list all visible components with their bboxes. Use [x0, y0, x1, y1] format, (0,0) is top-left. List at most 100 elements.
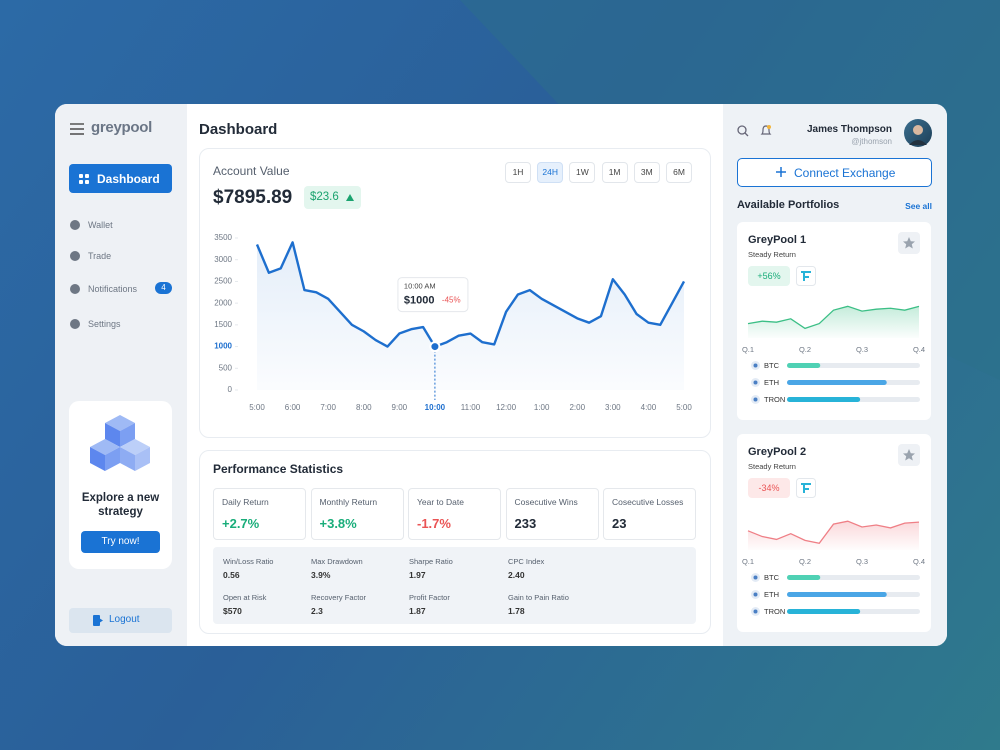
stat-value: 23	[612, 516, 627, 531]
detail-value: 0.56	[223, 570, 240, 580]
range-button[interactable]: 1W	[569, 162, 596, 183]
x-tick-label: 7:00	[320, 403, 336, 412]
portfolio-change: +56%	[748, 266, 790, 286]
asset-icon-dot	[753, 609, 758, 614]
area	[748, 521, 919, 550]
up-arrow	[346, 194, 354, 201]
avatar[interactable]	[904, 119, 932, 147]
stat-label: Cosecutive Wins	[514, 497, 578, 507]
x-tick-label: 9:00	[392, 403, 408, 412]
asset-icon	[751, 590, 760, 599]
menu-icon[interactable]	[69, 122, 85, 136]
y-tick-label: 1500	[214, 320, 232, 329]
portfolio-subtitle: Steady Return	[748, 462, 796, 471]
account-chart: 0 500 1000 1500 2000 2500 3000 3500 5:00 6:00 7:00…	[214, 233, 692, 412]
nav-label[interactable]: Notifications	[88, 284, 138, 294]
nav-icon-part	[85, 174, 89, 178]
account-label: Account Value	[213, 164, 290, 178]
line	[747, 520, 920, 544]
logout-icon	[93, 615, 103, 626]
y-tick-label: 2000	[214, 298, 232, 307]
asset-track	[787, 575, 920, 580]
detail-value: $570	[223, 606, 242, 616]
detail-value: 3.9%	[311, 570, 331, 580]
nav-icon-shape	[70, 251, 80, 261]
promo-button[interactable]: Try now!	[81, 531, 160, 553]
tooltip-change: -45%	[442, 296, 461, 305]
app-window: greypool Explore a new strategy Try now!…	[55, 104, 947, 646]
star	[903, 449, 915, 461]
range-button[interactable]: 6M	[666, 162, 692, 183]
asset-share	[787, 609, 861, 614]
portfolio-card[interactable]: GreyPool 2 Steady Return -34% Q.1 Q.2 Q.3 Q.4 B…	[737, 434, 931, 632]
stat-card: Monthly Return +3.8%	[310, 488, 404, 540]
x-tick-label: 3:00	[605, 403, 621, 412]
asset-icon	[751, 607, 760, 616]
asset-share	[787, 363, 821, 368]
plus-icon	[776, 167, 786, 177]
logout-button[interactable]: Logout	[69, 608, 172, 633]
nav-icon	[70, 319, 80, 329]
y-tick-label: 0	[228, 385, 233, 394]
asset-icon-dot	[753, 363, 758, 368]
range-button[interactable]: 1H	[505, 162, 531, 183]
stat-card: Cosecutive Wins 233	[505, 488, 599, 540]
star-button[interactable]	[898, 232, 920, 254]
asset-bar	[787, 609, 920, 614]
asset-share	[787, 575, 821, 580]
asset-name: ETH	[764, 378, 779, 387]
x-tick-label: Q.1	[742, 345, 754, 354]
stat-label: Daily Return	[222, 497, 269, 507]
nav-icon-shape	[70, 284, 80, 294]
search-icon[interactable]	[737, 125, 749, 137]
see-all-link[interactable]: See all	[905, 201, 932, 211]
x-tick-label: 5:00	[676, 403, 692, 412]
star	[903, 237, 915, 249]
nav-label[interactable]: Settings	[88, 319, 121, 329]
range-button[interactable]: 3M	[633, 162, 660, 183]
portfolio-card[interactable]: GreyPool 1 Steady Return +56% Q.1 Q.2 Q.3 Q.4 B…	[737, 222, 931, 420]
star-button[interactable]	[898, 444, 920, 466]
strategy-icon	[796, 478, 816, 498]
asset-name: TRON	[764, 607, 786, 616]
performance-title: Performance Statistics	[213, 462, 344, 476]
promo-title: Explore a new strategy	[81, 492, 160, 518]
asset-icon-dot	[753, 592, 758, 597]
nav-item-active[interactable]: Dashboard	[69, 164, 172, 193]
nav-icon-shape	[70, 319, 80, 329]
sparkline: Q.1 Q.2 Q.3 Q.4	[742, 305, 925, 354]
detail-label: Profit Factor	[409, 593, 450, 602]
detail-label: Gain to Pain Ratio	[508, 593, 569, 602]
nav-label[interactable]: Trade	[88, 251, 112, 261]
asset-share	[787, 592, 887, 597]
stat-card: Cosecutive Losses 23	[603, 488, 696, 540]
portfolio-subtitle: Steady Return	[748, 250, 796, 259]
asset-icon-dot	[753, 575, 758, 580]
x-tick-label: 2:00	[569, 403, 585, 412]
brand: greypool	[91, 119, 152, 136]
stat-value: -1.7%	[417, 516, 451, 531]
range-button[interactable]: 24H	[537, 162, 564, 183]
nav-label: Dashboard	[97, 172, 160, 186]
y-tick-label: 3000	[214, 255, 232, 264]
bell-icon[interactable]	[760, 125, 772, 137]
nav-icon-part	[79, 180, 83, 184]
nav-label[interactable]: Wallet	[88, 220, 113, 230]
y-tick-label: 1000	[214, 342, 232, 351]
x-tick-label: 5:00	[249, 403, 265, 412]
x-tick-label: Q.4	[913, 345, 925, 354]
asset-share	[787, 397, 861, 402]
stat-value: 233	[514, 516, 537, 531]
detail-value: 1.97	[409, 570, 426, 580]
detail-label: CPC Index	[508, 557, 545, 566]
x-tick-label: 1:00	[534, 403, 550, 412]
y-tick-label: 500	[219, 363, 233, 372]
nav-icon-part	[85, 180, 89, 184]
page-title: Dashboard	[199, 121, 278, 138]
stat-label: Year to Date	[417, 497, 464, 507]
asset-name: BTC	[764, 361, 779, 370]
asset-icon	[751, 573, 760, 582]
account-value: $7895.89	[213, 187, 293, 208]
connect-button[interactable]: Connect Exchange	[737, 158, 932, 187]
range-button[interactable]: 1M	[601, 162, 628, 183]
